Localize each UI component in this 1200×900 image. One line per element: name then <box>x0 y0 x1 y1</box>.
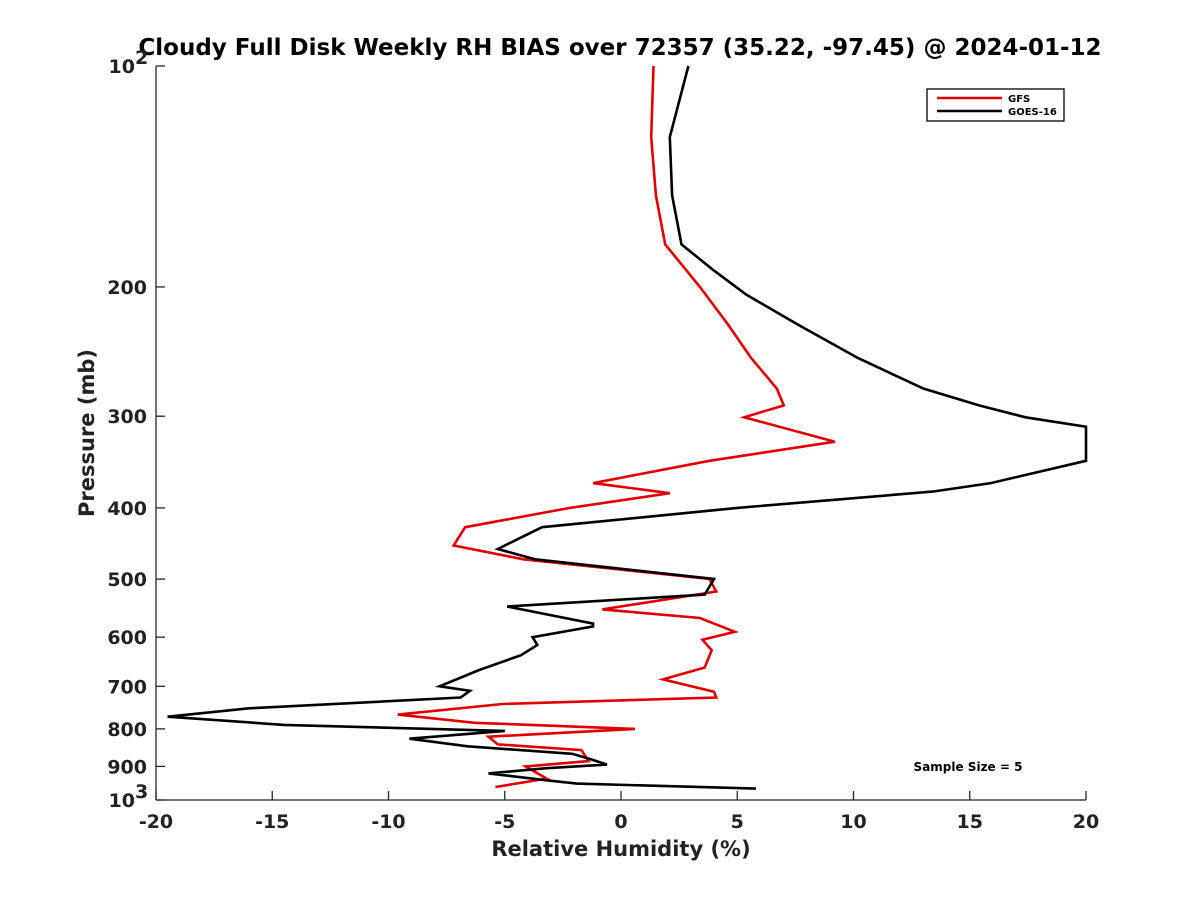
x-axis-label: Relative Humidity (%) <box>491 837 750 861</box>
x-tick-label: -15 <box>255 811 289 833</box>
y-tick-label: 300 <box>107 406 147 428</box>
legend-entry: GOES-16 <box>1008 107 1057 118</box>
x-axis: -20 -15 -10 -5 0 5 10 15 20 <box>139 791 1099 833</box>
x-tick-label: -5 <box>494 811 515 833</box>
series-line-gfs <box>397 65 836 789</box>
x-tick-label: -20 <box>139 811 173 833</box>
y-tick-label: 10 <box>109 56 135 78</box>
y-axis-label: Pressure (mb) <box>75 349 99 517</box>
legend: GFS GOES-16 <box>926 88 1065 122</box>
y-tick-label: 800 <box>107 719 147 741</box>
y-tick-exponent: 2 <box>135 47 148 69</box>
y-tick-label: 700 <box>107 676 147 698</box>
y-tick-label: 600 <box>107 627 147 649</box>
series-line-goes-16 <box>167 65 1088 790</box>
y-tick-label: 200 <box>107 277 147 299</box>
y-tick-label: 900 <box>107 756 147 778</box>
chart-title: Cloudy Full Disk Weekly RH BIAS over 723… <box>138 35 1101 61</box>
x-tick-label: 15 <box>957 811 983 833</box>
plot-frame <box>155 66 1086 801</box>
x-tick-label: 0 <box>614 811 627 833</box>
y-tick-label: 10 <box>109 790 135 812</box>
y-tick-label: 400 <box>107 498 147 520</box>
x-tick-label: 20 <box>1073 811 1099 833</box>
y-tick-label: 500 <box>107 569 147 591</box>
sample-size-annotation: Sample Size = 5 <box>914 760 1023 774</box>
x-tick-label: -10 <box>371 811 405 833</box>
legend-box <box>926 88 1065 122</box>
legend-entry: GFS <box>1008 94 1030 105</box>
x-tick-label: 10 <box>840 811 866 833</box>
x-tick-label: 5 <box>731 811 744 833</box>
series-lines <box>167 65 1088 790</box>
y-tick-exponent: 3 <box>135 781 148 803</box>
